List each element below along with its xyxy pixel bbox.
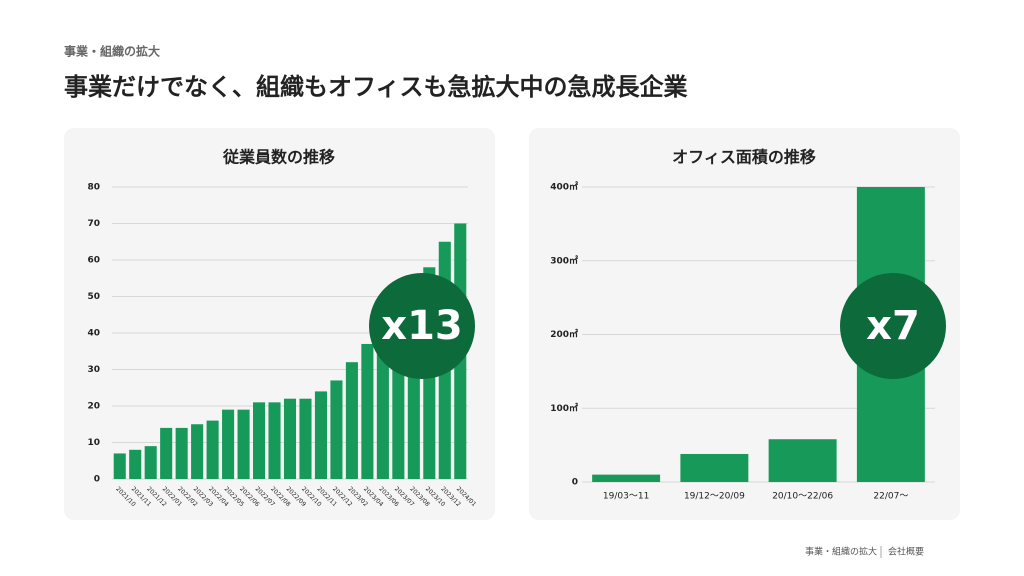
y-tick-label: 10 — [87, 438, 100, 448]
x-tick-label: 20/10〜22/06 — [772, 492, 833, 502]
y-tick-label: 80 — [87, 183, 100, 193]
x-tick-label: 19/03〜11 — [603, 492, 649, 502]
bar — [237, 409, 250, 479]
slide-title: 事業だけでなく、組織もオフィスも急拡大中の急成長企業 — [64, 73, 688, 101]
bar — [299, 398, 312, 479]
bar — [680, 453, 749, 482]
annotation: x7 — [866, 303, 920, 349]
bar — [768, 439, 837, 482]
y-tick-label: 50 — [87, 292, 100, 302]
bar — [206, 420, 219, 479]
y-tick-label: 0 — [94, 475, 100, 485]
panel — [529, 128, 960, 520]
y-tick-label: 100㎡ — [550, 402, 578, 414]
bar — [129, 449, 142, 479]
y-tick-label: 400㎡ — [550, 181, 578, 193]
y-tick-label: 200㎡ — [550, 328, 578, 340]
y-tick-label: 40 — [87, 329, 100, 339]
bar — [191, 424, 204, 479]
y-tick-label: 30 — [87, 365, 100, 375]
bar — [268, 402, 281, 479]
bar — [144, 446, 157, 479]
y-tick-label: 0 — [572, 478, 578, 488]
bar — [113, 453, 126, 479]
bar — [160, 427, 173, 479]
bar — [345, 362, 358, 479]
bar — [253, 402, 266, 479]
annotation-badge — [840, 273, 946, 379]
bar — [330, 380, 343, 479]
eyebrow: 事業・組織の拡大 — [64, 44, 160, 59]
annotation: x13 — [381, 303, 462, 349]
y-tick-label: 60 — [87, 256, 100, 266]
bar — [175, 427, 188, 479]
chart-title: オフィス面積の推移 — [672, 148, 816, 167]
x-tick-label: 19/12〜20/09 — [684, 492, 745, 502]
x-tick-label: 22/07〜 — [873, 492, 908, 502]
bar — [314, 391, 327, 479]
bar — [222, 409, 235, 479]
footer-page: 会社概要 — [888, 546, 924, 558]
chart-title: 従業員数の推移 — [222, 148, 335, 167]
y-tick-label: 20 — [87, 402, 100, 412]
y-tick-label: 70 — [87, 219, 100, 229]
bar — [592, 474, 661, 482]
bar — [283, 398, 297, 479]
annotation-badge — [369, 273, 475, 379]
bar — [361, 343, 374, 479]
y-tick-label: 300㎡ — [550, 254, 578, 266]
footer-section: 事業・組織の拡大 — [805, 546, 877, 558]
